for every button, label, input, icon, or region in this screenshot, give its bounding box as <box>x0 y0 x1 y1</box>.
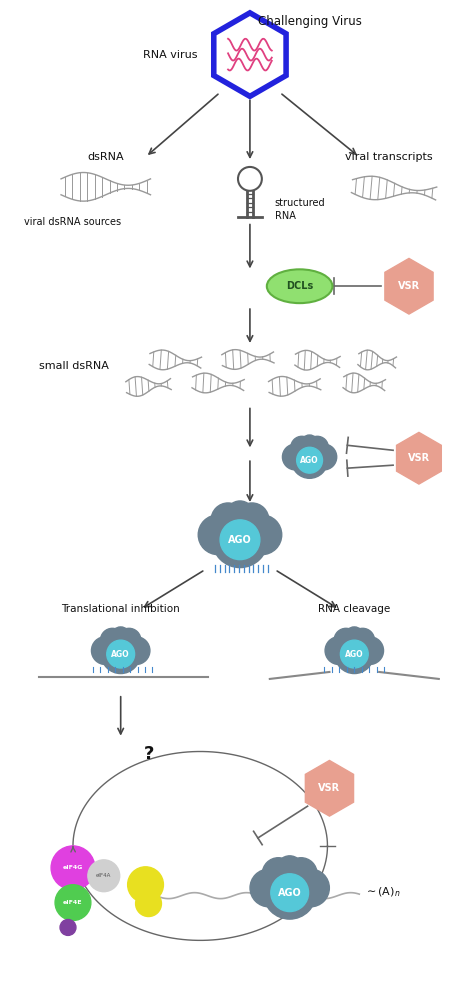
Polygon shape <box>385 258 433 314</box>
Circle shape <box>351 629 374 652</box>
Text: AGO: AGO <box>278 888 301 898</box>
Circle shape <box>291 436 313 459</box>
Circle shape <box>335 635 374 673</box>
Text: DCLs: DCLs <box>286 281 313 291</box>
Text: $\sim$(A)$_n$: $\sim$(A)$_n$ <box>364 886 401 900</box>
Text: AGO: AGO <box>345 649 364 658</box>
Circle shape <box>306 436 328 459</box>
Text: small dsRNA: small dsRNA <box>39 360 109 370</box>
Circle shape <box>60 920 76 935</box>
Circle shape <box>263 866 316 920</box>
Circle shape <box>345 627 364 646</box>
Circle shape <box>242 515 282 555</box>
Text: AGO: AGO <box>300 456 319 465</box>
Text: dsRNA: dsRNA <box>88 152 124 162</box>
Ellipse shape <box>267 269 332 303</box>
Circle shape <box>292 869 329 907</box>
Polygon shape <box>305 761 354 816</box>
Circle shape <box>311 444 337 470</box>
Circle shape <box>100 629 124 652</box>
Circle shape <box>117 629 141 652</box>
Circle shape <box>276 856 303 882</box>
Circle shape <box>297 447 322 473</box>
Circle shape <box>212 512 268 568</box>
Circle shape <box>271 874 309 912</box>
Circle shape <box>211 503 245 537</box>
Circle shape <box>334 629 358 652</box>
Circle shape <box>340 640 368 668</box>
Text: AGO: AGO <box>111 649 130 658</box>
Circle shape <box>111 627 130 646</box>
Text: VSR: VSR <box>319 783 340 793</box>
Circle shape <box>101 635 140 673</box>
Text: RNA virus: RNA virus <box>143 50 198 60</box>
Circle shape <box>51 846 95 890</box>
Text: AGO: AGO <box>228 535 252 545</box>
Circle shape <box>250 869 288 907</box>
Text: VSR: VSR <box>408 453 430 463</box>
Circle shape <box>283 444 308 470</box>
Circle shape <box>325 637 353 664</box>
Circle shape <box>356 637 383 664</box>
Circle shape <box>128 867 164 903</box>
Text: viral transcripts: viral transcripts <box>345 152 433 162</box>
Text: structured
RNA: structured RNA <box>275 199 326 220</box>
Polygon shape <box>214 13 286 96</box>
Circle shape <box>301 435 319 453</box>
Circle shape <box>262 858 294 890</box>
Text: viral dsRNA sources: viral dsRNA sources <box>24 216 121 226</box>
Circle shape <box>136 891 162 917</box>
Circle shape <box>235 503 269 537</box>
Circle shape <box>285 858 317 890</box>
Text: ?: ? <box>143 746 154 764</box>
Circle shape <box>88 860 120 892</box>
Circle shape <box>122 637 150 664</box>
Text: eIF4E: eIF4E <box>63 900 83 905</box>
Circle shape <box>107 640 135 668</box>
Text: eIF4A: eIF4A <box>96 873 111 878</box>
Circle shape <box>292 442 328 479</box>
Text: eIF4G: eIF4G <box>63 865 83 870</box>
Circle shape <box>226 501 254 529</box>
Polygon shape <box>397 432 441 484</box>
Text: VSR: VSR <box>398 281 420 291</box>
Text: Translational inhibition: Translational inhibition <box>61 605 180 615</box>
Circle shape <box>198 515 238 555</box>
Text: Challenging Virus: Challenging Virus <box>258 15 362 28</box>
Circle shape <box>220 520 260 560</box>
Circle shape <box>55 885 91 921</box>
Text: RNA cleavage: RNA cleavage <box>318 605 391 615</box>
Circle shape <box>91 637 119 664</box>
